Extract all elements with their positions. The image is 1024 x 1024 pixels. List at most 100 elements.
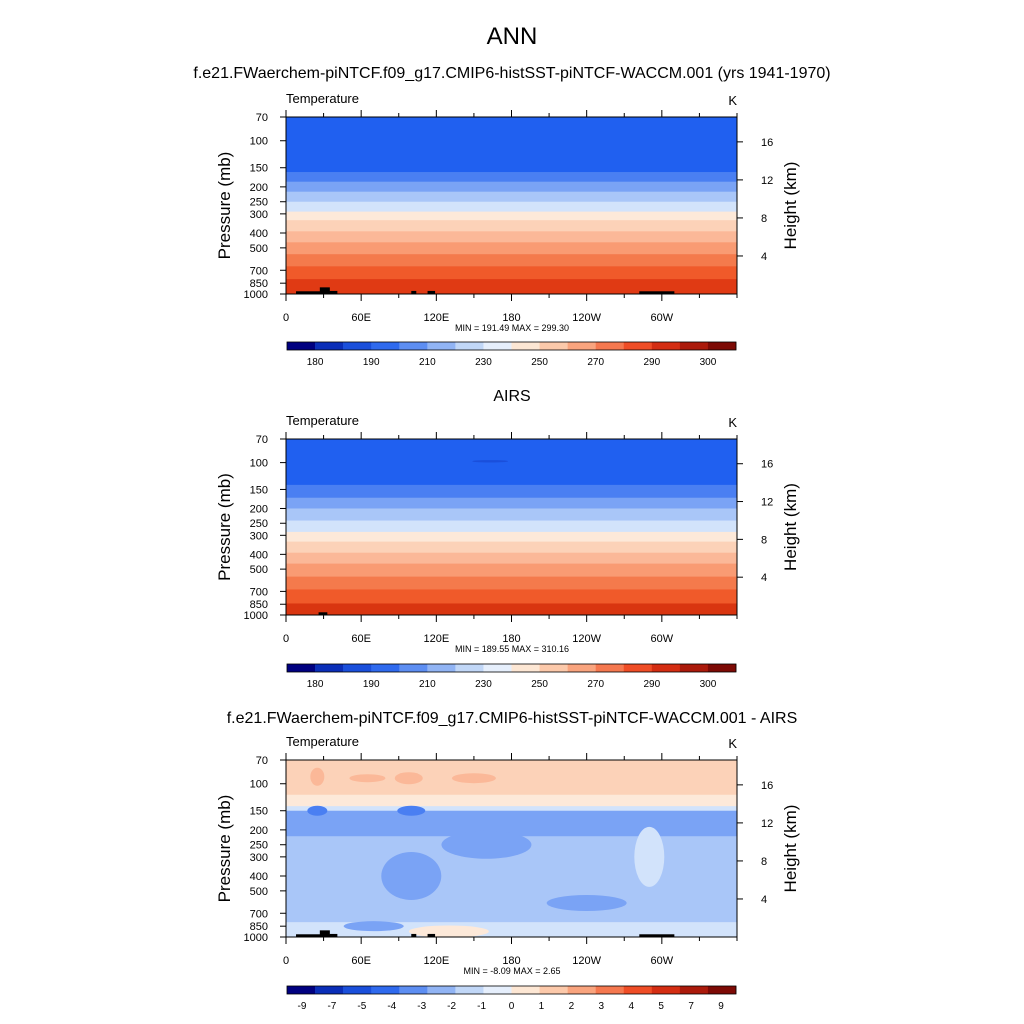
colorbar-swatch [623, 342, 653, 350]
contour-band [286, 484, 737, 499]
colorbar-swatch [371, 664, 400, 672]
plot-area [286, 439, 737, 615]
colorbar-label: 250 [531, 357, 548, 368]
contour-band [286, 552, 737, 565]
x-tick-label: 180 [502, 955, 520, 967]
colorbar-label: 4 [628, 1001, 634, 1012]
colorbar-swatch [511, 664, 540, 672]
colorbar-swatch [623, 664, 653, 672]
height-tick-label: 4 [761, 251, 767, 263]
y-axis-label-right: Height (km) [781, 805, 800, 893]
x-tick-label: 60W [651, 633, 674, 645]
height-tick-label: 4 [761, 894, 767, 906]
colorbar-swatch [455, 986, 484, 994]
colorbar-label: 230 [475, 679, 492, 690]
topography-mask [639, 934, 675, 937]
chart-title: f.e21.FWaerchem-piNTCF.f09_g17.CMIP6-his… [227, 710, 798, 727]
y-tick-label: 150 [250, 484, 268, 496]
y-tick-label: 200 [250, 503, 268, 515]
height-tick-label: 16 [761, 137, 773, 149]
contour-feature [451, 773, 496, 784]
colorbar-swatch [399, 986, 428, 994]
contour-band [286, 242, 737, 255]
y-tick-label: 150 [250, 806, 268, 818]
colorbar-swatch [651, 342, 681, 350]
height-tick-label: 12 [761, 818, 773, 830]
colorbar-label: -4 [387, 1001, 396, 1012]
x-tick-label: 60E [351, 955, 371, 967]
x-tick-label: 120W [572, 633, 601, 645]
height-tick-label: 8 [761, 856, 767, 868]
colorbar-swatch [427, 342, 456, 350]
height-tick-label: 8 [761, 534, 767, 546]
chart-panel-1: f.e21.FWaerchem-piNTCF.f09_g17.CMIP6-his… [193, 65, 830, 368]
y-tick-label: 500 [250, 243, 268, 255]
x-tick-label: 120E [423, 633, 449, 645]
colorbar-swatch [427, 664, 456, 672]
colorbar-swatch [623, 986, 653, 994]
y-tick-label: 250 [250, 197, 268, 209]
colorbar-label: 230 [475, 357, 492, 368]
colorbar-label: 0 [509, 1001, 515, 1012]
colorbar-label: 250 [531, 679, 548, 690]
contour-feature [310, 767, 325, 786]
colorbar-label: 1 [539, 1001, 545, 1012]
x-tick-label: 60W [651, 955, 674, 967]
variable-label: Temperature [286, 91, 359, 106]
contour-feature [397, 805, 426, 816]
colorbar-swatch [539, 342, 568, 350]
y-tick-label: 700 [250, 265, 268, 277]
contour-band [286, 211, 737, 221]
colorbar-label: -7 [327, 1001, 336, 1012]
height-tick-label: 12 [761, 497, 773, 509]
colorbar-swatch [707, 664, 737, 672]
x-tick-label: 60E [351, 312, 371, 324]
colorbar-swatch [483, 664, 512, 672]
topography-mask [639, 291, 675, 294]
y-tick-label: 100 [250, 458, 268, 470]
x-tick-label: 120E [423, 312, 449, 324]
colorbar-swatch [315, 342, 344, 350]
x-tick-label: 60E [351, 633, 371, 645]
x-tick-label: 120E [423, 955, 449, 967]
colorbar-label: -5 [357, 1001, 366, 1012]
contour-band [286, 220, 737, 232]
colorbar-swatch [567, 342, 596, 350]
colorbar-swatch [483, 986, 512, 994]
height-tick-label: 16 [761, 459, 773, 471]
y-tick-label: 700 [250, 908, 268, 920]
y-tick-label: 1000 [244, 289, 268, 301]
colorbar-swatch [651, 986, 681, 994]
y-axis-label-right: Height (km) [781, 162, 800, 250]
contour-feature [343, 921, 404, 932]
y-tick-label: 1000 [244, 932, 268, 944]
contour-band [286, 810, 737, 837]
contour-feature [546, 894, 627, 911]
topography-mask [329, 290, 338, 294]
contour-feature [349, 774, 386, 783]
colorbar-frame [286, 341, 737, 351]
topography-mask [427, 933, 436, 937]
y-tick-label: 850 [250, 921, 268, 933]
colorbar-label: -3 [417, 1001, 426, 1012]
contour-band [286, 531, 737, 543]
contour-band [286, 603, 737, 615]
y-tick-label: 300 [250, 852, 268, 864]
colorbar-swatch [399, 342, 428, 350]
colorbar-swatch [287, 664, 316, 672]
height-tick-label: 4 [761, 572, 767, 584]
topography-mask [296, 291, 337, 294]
colorbar-label: 5 [658, 1001, 664, 1012]
y-axis-label: Pressure (mb) [215, 795, 234, 903]
contour-band [286, 794, 737, 807]
colorbar-swatch [511, 986, 540, 994]
colorbar-label: 210 [419, 679, 436, 690]
y-axis-label: Pressure (mb) [215, 152, 234, 260]
y-tick-label: 200 [250, 182, 268, 194]
colorbar-swatch [455, 342, 484, 350]
colorbar-swatch [651, 664, 681, 672]
y-tick-label: 200 [250, 825, 268, 837]
contour-band [286, 266, 737, 280]
colorbar-swatch [511, 342, 540, 350]
